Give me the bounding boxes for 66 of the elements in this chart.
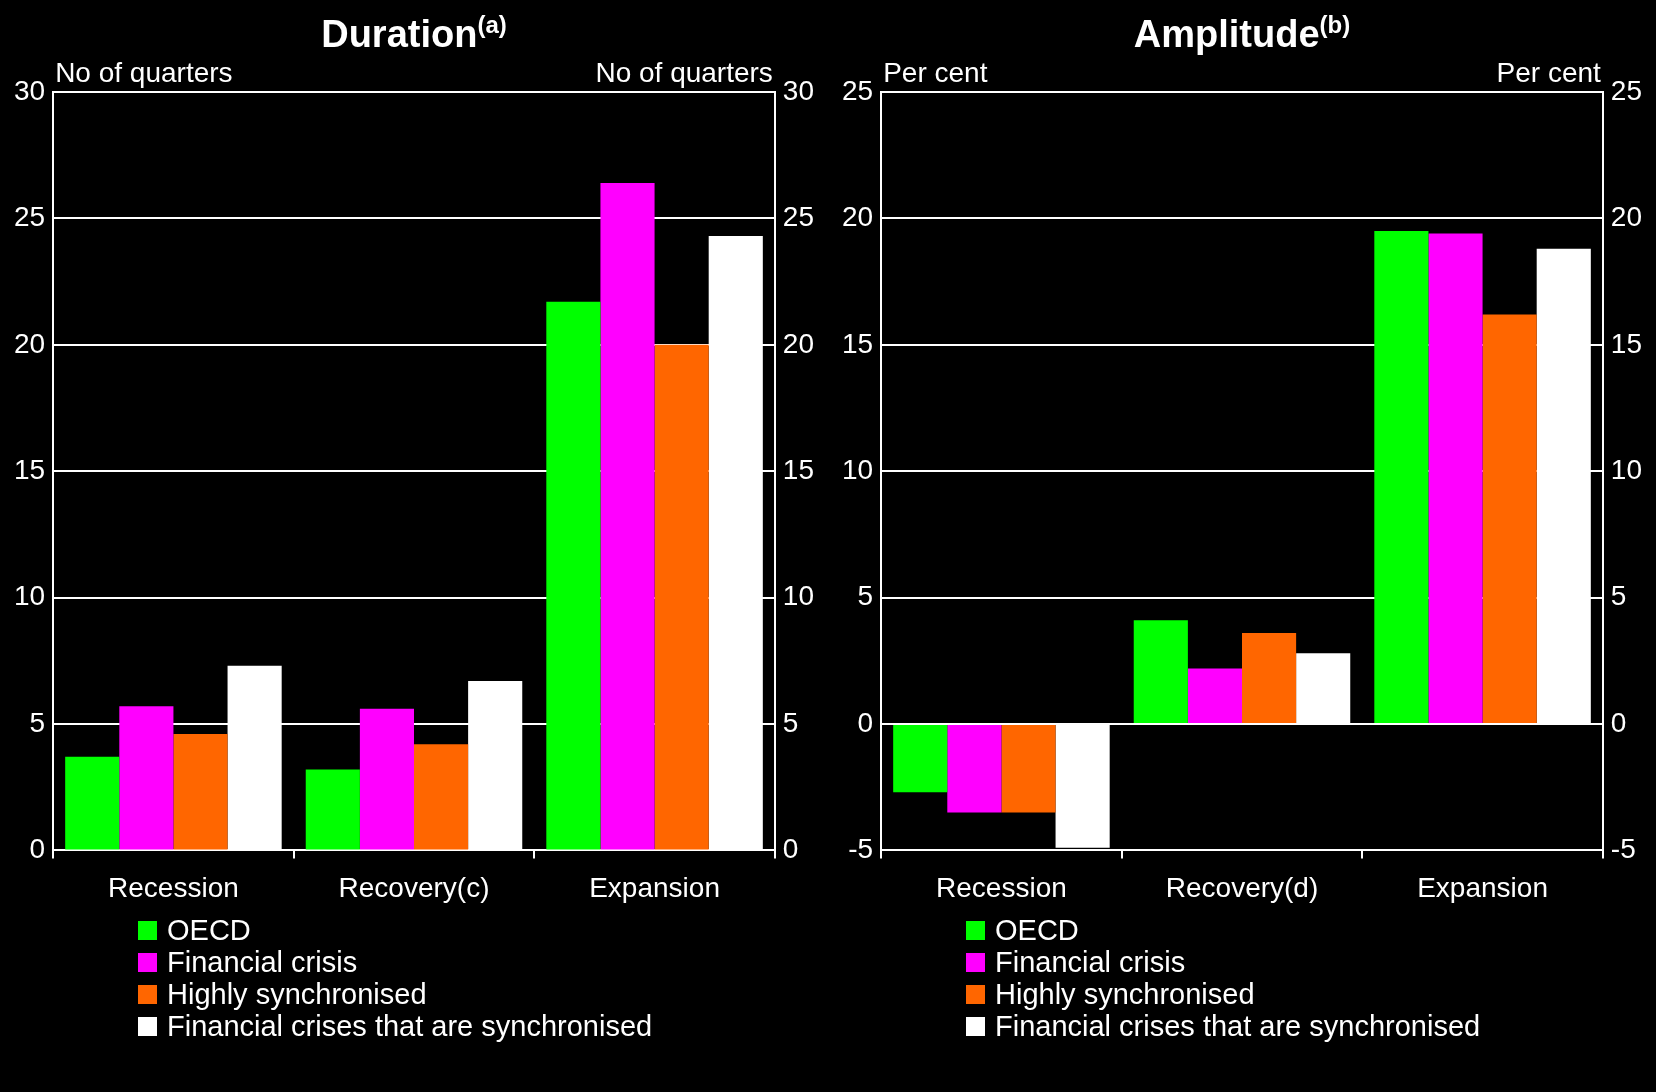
bar (65, 756, 120, 850)
bar (1482, 314, 1537, 723)
y-tick-label: 25 (13, 201, 46, 233)
y-tick-label: 15 (841, 327, 874, 359)
bar (893, 725, 948, 793)
y-tick-label: -5 (848, 833, 874, 865)
y2-tick-label: 0 (782, 833, 799, 865)
x-tick-label: Recession (108, 871, 239, 903)
y2-tick-label: 30 (782, 74, 815, 106)
y2-tick-label: 25 (782, 201, 815, 233)
legend-label: Highly synchronised (995, 978, 1255, 1010)
y2-tick-label: 10 (1610, 453, 1643, 485)
bar (359, 708, 414, 850)
legend-label: Financial crisis (167, 946, 358, 978)
y-tick-label: 5 (857, 580, 874, 612)
y-axis-title: No of quarters (55, 56, 233, 88)
legend-label: Financial crisis (995, 946, 1186, 978)
y-tick-label: 20 (841, 201, 874, 233)
bar (414, 744, 469, 850)
legend-label: Financial crises that are synchronised (167, 1010, 653, 1042)
y-tick-label: 0 (857, 706, 874, 738)
y-tick-label: 25 (841, 74, 874, 106)
x-tick-label: Recovery(c) (338, 871, 490, 903)
y2-tick-label: 20 (1610, 201, 1643, 233)
y2-tick-label: 0 (1610, 706, 1627, 738)
y2-tick-label: 15 (782, 453, 815, 485)
y2-tick-label: 15 (1610, 327, 1643, 359)
bar (305, 769, 360, 850)
y-tick-label: 30 (13, 74, 46, 106)
x-tick-label: Recession (936, 871, 1067, 903)
bar (119, 706, 174, 850)
legend-label: Financial crises that are synchronised (995, 1010, 1481, 1042)
y2-tick-label: 5 (782, 706, 799, 738)
legend-label: OECD (995, 914, 1079, 946)
bar (947, 725, 1002, 813)
y-tick-label: 10 (13, 580, 46, 612)
y2-tick-label: -5 (1610, 833, 1636, 865)
bar (1187, 668, 1242, 723)
y-axis-title: Per cent (883, 56, 988, 88)
y-tick-label: 20 (13, 327, 46, 359)
legend-label: OECD (167, 914, 251, 946)
bar (173, 734, 228, 850)
y2-axis-title: Per cent (1496, 56, 1602, 88)
bar (1242, 632, 1297, 723)
bar (1133, 620, 1188, 723)
y2-tick-label: 10 (782, 580, 815, 612)
y-tick-label: 0 (29, 833, 46, 865)
x-tick-label: Expansion (1417, 871, 1548, 903)
y2-tick-label: 5 (1610, 580, 1627, 612)
y-tick-label: 10 (841, 453, 874, 485)
bar (1001, 725, 1056, 813)
y-tick-label: 5 (29, 706, 46, 738)
y2-tick-label: 20 (782, 327, 815, 359)
chart-title: Duration$^{(a)}$ (320, 10, 508, 55)
bar (546, 301, 601, 850)
bar (600, 183, 655, 850)
bar (654, 344, 709, 850)
y2-axis-title: No of quarters (595, 56, 773, 88)
y-tick-label: 15 (13, 453, 46, 485)
x-tick-label: Recovery(d) (1165, 871, 1319, 903)
bar (1428, 233, 1483, 723)
chart-title: Amplitude$^{(b)}$ (1132, 10, 1352, 55)
legend-label: Highly synchronised (167, 978, 427, 1010)
y2-tick-label: 25 (1610, 74, 1643, 106)
x-tick-label: Expansion (589, 871, 720, 903)
bar (1374, 231, 1429, 723)
